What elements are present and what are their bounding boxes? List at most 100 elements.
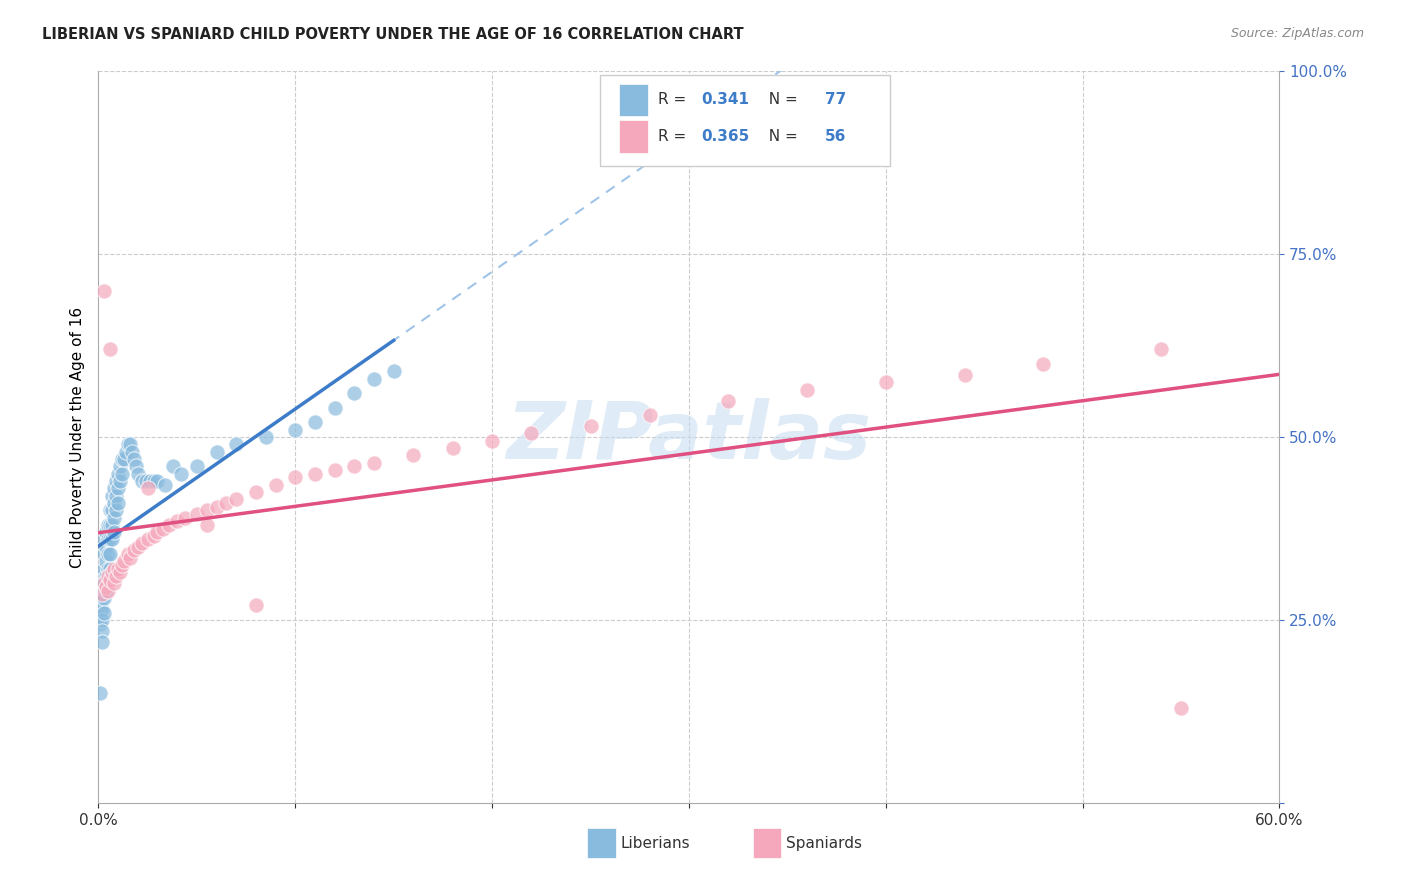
- Point: [155, 477, 177, 491]
- Point: [101, 517, 124, 532]
- Point: [93, 547, 115, 561]
- Point: [105, 569, 128, 583]
- Point: [481, 434, 503, 448]
- Text: ZIPatlas: ZIPatlas: [506, 398, 872, 476]
- Point: [91, 580, 114, 594]
- Point: [111, 558, 134, 573]
- Point: [520, 426, 543, 441]
- Text: 0.341: 0.341: [700, 93, 749, 107]
- Point: [146, 474, 169, 488]
- Text: LIBERIAN VS SPANIARD CHILD POVERTY UNDER THE AGE OF 16 CORRELATION CHART: LIBERIAN VS SPANIARD CHILD POVERTY UNDER…: [42, 27, 744, 42]
- Point: [89, 587, 111, 601]
- Point: [91, 635, 114, 649]
- Point: [195, 503, 218, 517]
- Text: 77: 77: [825, 93, 846, 107]
- Point: [225, 492, 247, 507]
- Point: [107, 562, 129, 576]
- Point: [323, 401, 346, 415]
- Point: [115, 444, 138, 458]
- Text: Liberians: Liberians: [620, 836, 690, 851]
- Point: [97, 569, 120, 583]
- Point: [107, 481, 129, 495]
- Point: [96, 583, 118, 598]
- Point: [127, 540, 149, 554]
- Point: [93, 606, 115, 620]
- Point: [382, 364, 405, 378]
- Point: [96, 569, 118, 583]
- FancyBboxPatch shape: [600, 75, 890, 167]
- Point: [136, 481, 159, 495]
- Point: [363, 456, 385, 470]
- Point: [284, 423, 307, 437]
- Point: [174, 510, 197, 524]
- Point: [93, 591, 115, 605]
- Point: [131, 536, 153, 550]
- Point: [953, 368, 976, 382]
- Point: [93, 576, 115, 591]
- Point: [89, 609, 111, 624]
- Point: [441, 441, 464, 455]
- Text: N =: N =: [759, 93, 803, 107]
- Point: [96, 540, 118, 554]
- Point: [112, 452, 135, 467]
- Point: [96, 554, 118, 568]
- Text: Source: ZipAtlas.com: Source: ZipAtlas.com: [1230, 27, 1364, 40]
- Point: [304, 416, 326, 430]
- Text: N =: N =: [759, 129, 803, 144]
- Point: [101, 489, 124, 503]
- Point: [97, 517, 120, 532]
- Point: [402, 448, 425, 462]
- Point: [875, 376, 897, 390]
- Point: [101, 566, 124, 580]
- Point: [112, 554, 135, 568]
- Point: [98, 562, 121, 576]
- Point: [121, 444, 143, 458]
- Point: [136, 533, 159, 547]
- Point: [97, 583, 120, 598]
- Point: [215, 496, 238, 510]
- Point: [93, 284, 115, 298]
- Point: [96, 580, 118, 594]
- Point: [170, 467, 193, 481]
- Point: [91, 591, 114, 605]
- Point: [107, 467, 129, 481]
- Point: [107, 496, 129, 510]
- Point: [105, 489, 128, 503]
- Point: [323, 463, 346, 477]
- FancyBboxPatch shape: [588, 828, 616, 858]
- Point: [135, 474, 157, 488]
- Point: [284, 470, 307, 484]
- Point: [98, 517, 121, 532]
- Y-axis label: Child Poverty Under the Age of 16: Child Poverty Under the Age of 16: [69, 307, 84, 567]
- Point: [152, 521, 174, 535]
- Point: [195, 517, 218, 532]
- Point: [91, 624, 114, 638]
- Point: [117, 437, 139, 451]
- Point: [89, 616, 111, 631]
- Point: [579, 419, 602, 434]
- Point: [186, 507, 208, 521]
- Point: [96, 525, 118, 540]
- Point: [103, 481, 125, 495]
- Point: [108, 459, 131, 474]
- Point: [105, 474, 128, 488]
- Point: [117, 547, 139, 561]
- Point: [98, 533, 121, 547]
- Point: [105, 503, 128, 517]
- Point: [638, 408, 661, 422]
- Point: [142, 474, 165, 488]
- Text: R =: R =: [658, 129, 692, 144]
- Point: [108, 474, 131, 488]
- Point: [127, 467, 149, 481]
- Point: [97, 533, 120, 547]
- Point: [103, 562, 125, 576]
- FancyBboxPatch shape: [752, 828, 782, 858]
- Point: [186, 459, 208, 474]
- Point: [363, 371, 385, 385]
- Point: [131, 474, 153, 488]
- Point: [111, 467, 134, 481]
- Point: [93, 576, 115, 591]
- Point: [103, 576, 125, 591]
- Point: [93, 533, 115, 547]
- Point: [343, 386, 366, 401]
